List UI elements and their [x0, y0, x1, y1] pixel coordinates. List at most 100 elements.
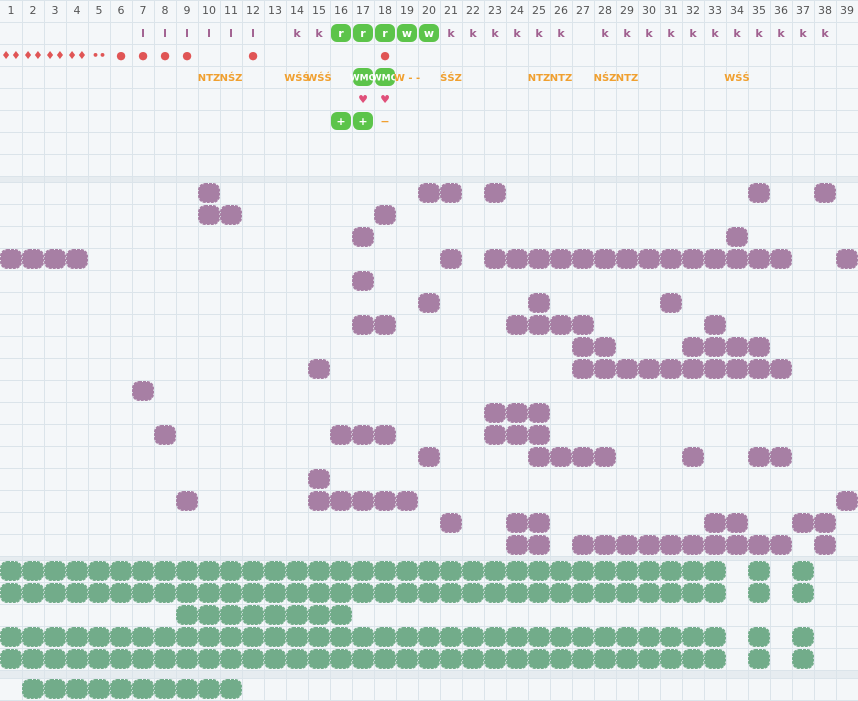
column-number: 21: [444, 4, 458, 17]
badge: [353, 68, 373, 86]
blob: [704, 249, 726, 269]
blob: [550, 315, 572, 335]
blob: [66, 561, 88, 581]
blob: [88, 679, 110, 699]
blob: [572, 315, 594, 335]
blob: [374, 583, 396, 603]
blob: [572, 649, 594, 669]
blob: [22, 649, 44, 669]
blob: [418, 561, 440, 581]
blob: [308, 649, 330, 669]
cell-label: ●: [380, 49, 390, 62]
blob: [154, 583, 176, 603]
blob: [616, 561, 638, 581]
blob: [198, 679, 220, 699]
blob: [594, 447, 616, 467]
blob: [682, 249, 704, 269]
badge: [397, 24, 417, 42]
blob: [506, 535, 528, 555]
section-separator: [0, 176, 858, 182]
blob: [792, 627, 814, 647]
blob: [792, 649, 814, 669]
column-number: 5: [96, 4, 103, 17]
blob: [396, 491, 418, 511]
blob: [44, 627, 66, 647]
blob: [748, 447, 770, 467]
blob: [22, 583, 44, 603]
blob: [550, 249, 572, 269]
column-number: 36: [774, 4, 788, 17]
cell-label: ●: [160, 49, 170, 62]
blob: [330, 583, 352, 603]
blob: [528, 315, 550, 335]
blob: [528, 627, 550, 647]
column-number: 24: [510, 4, 524, 17]
blob: [352, 649, 374, 669]
column-number: 29: [620, 4, 634, 17]
blob: [770, 249, 792, 269]
blob: [352, 561, 374, 581]
column-number: 19: [400, 4, 414, 17]
blob: [352, 227, 374, 247]
blob: [264, 605, 286, 625]
blob: [550, 627, 572, 647]
blob: [132, 583, 154, 603]
blob: [484, 627, 506, 647]
blob: [814, 535, 836, 555]
blob: [704, 337, 726, 357]
cell-label: k: [821, 27, 829, 40]
badge: [419, 24, 439, 42]
blob: [616, 359, 638, 379]
blob: [264, 627, 286, 647]
blob: [374, 425, 396, 445]
column-number: 14: [290, 4, 304, 17]
column-number: 16: [334, 4, 348, 17]
blob: [572, 249, 594, 269]
blob: [176, 491, 198, 511]
blob: [198, 561, 220, 581]
blob: [726, 337, 748, 357]
blob: [682, 359, 704, 379]
cell-label: ●: [248, 49, 258, 62]
blob: [748, 535, 770, 555]
blob: [572, 337, 594, 357]
column-number: 38: [818, 4, 832, 17]
blob: [110, 627, 132, 647]
blob: [132, 561, 154, 581]
blob: [528, 425, 550, 445]
blob: [638, 561, 660, 581]
blob: [220, 583, 242, 603]
column-number: 26: [554, 4, 568, 17]
blob: [594, 583, 616, 603]
column-number: 6: [118, 4, 125, 17]
blob: [594, 627, 616, 647]
cell-label: k: [293, 27, 301, 40]
blob: [66, 649, 88, 669]
badge-label: WMO: [350, 74, 377, 84]
column-number: 4: [74, 4, 81, 17]
blob: [396, 627, 418, 647]
column-number: 17: [356, 4, 370, 17]
blob: [154, 679, 176, 699]
blob: [616, 249, 638, 269]
blob: [286, 627, 308, 647]
blob: [220, 561, 242, 581]
blob: [374, 491, 396, 511]
blob: [242, 649, 264, 669]
blob: [330, 561, 352, 581]
blob: [506, 583, 528, 603]
blob: [682, 583, 704, 603]
blob: [308, 605, 330, 625]
blob: [330, 649, 352, 669]
blob: [176, 627, 198, 647]
blob: [748, 561, 770, 581]
column-number: 28: [598, 4, 612, 17]
blob: [198, 183, 220, 203]
blob: [506, 315, 528, 335]
badge-label: r: [338, 27, 344, 40]
cell-label: NTZ: [550, 73, 572, 84]
cell-label: WŚŚ: [724, 71, 749, 84]
blob: [704, 649, 726, 669]
blob: [748, 337, 770, 357]
cell-label: k: [601, 27, 609, 40]
